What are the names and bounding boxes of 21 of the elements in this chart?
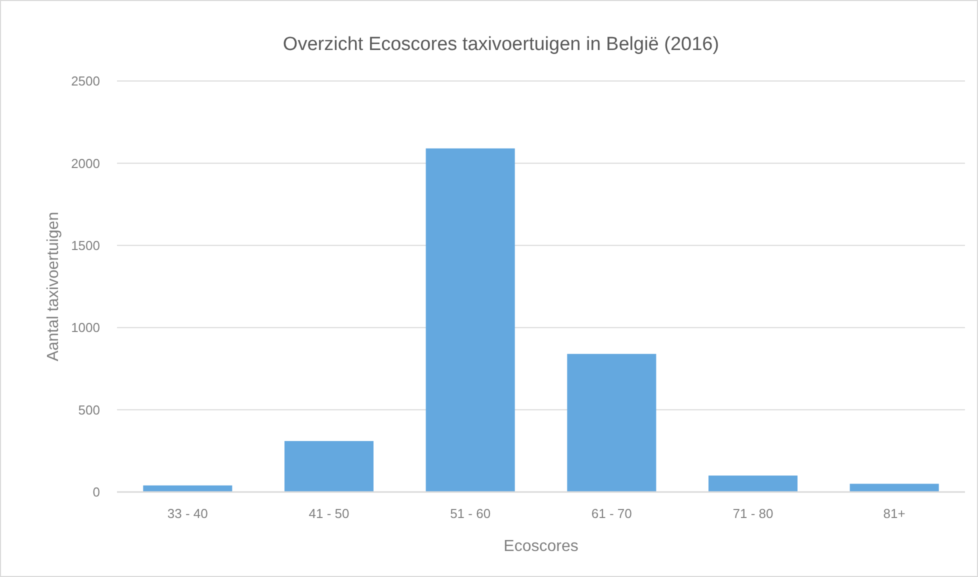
bar: [284, 441, 374, 492]
bar: [708, 476, 798, 492]
x-axis-title: Ecoscores: [504, 538, 578, 555]
chart-title: Overzicht Ecoscores taxivoertuigen in België (2016): [282, 34, 720, 55]
y-tick-label: 1500: [71, 238, 100, 253]
x-tick-label: 81+: [883, 506, 906, 521]
bar: [567, 354, 656, 492]
y-tick-label: 500: [78, 402, 100, 418]
y-tick-label: 0: [92, 484, 100, 500]
x-tick-label: 33 - 40: [167, 506, 208, 521]
x-tick-label: 61 - 70: [591, 506, 632, 521]
x-tick-label: 71 - 80: [732, 506, 774, 521]
bar: [850, 484, 939, 492]
y-tick-label: 2500: [71, 74, 100, 89]
bar: [143, 485, 232, 492]
y-axis-title: Aantal taxivoertuigen: [45, 212, 62, 362]
y-tick-label: 1000: [71, 320, 100, 336]
x-tick-label: 51 - 60: [450, 506, 491, 521]
bar: [426, 148, 515, 492]
y-tick-label: 2000: [71, 156, 100, 171]
x-tick-label: 41 - 50: [308, 506, 350, 521]
